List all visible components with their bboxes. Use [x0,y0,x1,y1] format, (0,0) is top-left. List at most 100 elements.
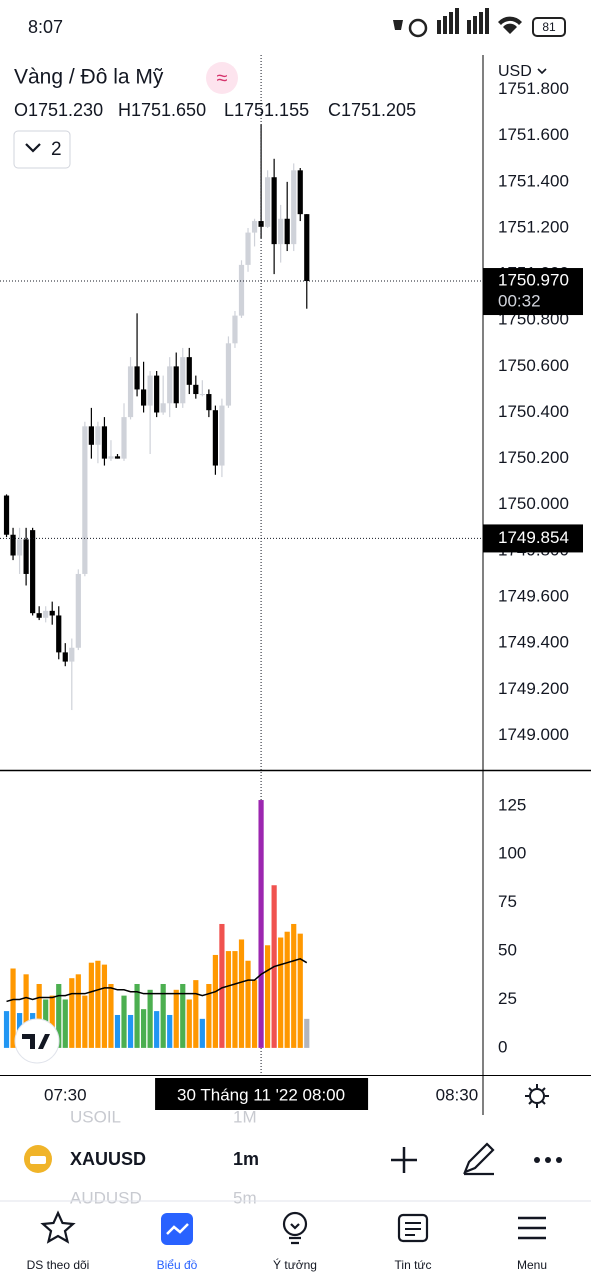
countdown: 00:32 [498,292,541,311]
y-tick-label: 1749.600 [498,587,569,606]
candle-body [88,426,94,445]
y-tick-label: 1749.000 [498,725,569,744]
y-tick-label: 1749.200 [498,679,569,698]
volume-bar [199,1018,205,1048]
draw-button[interactable] [463,1142,495,1176]
currency[interactable]: USD [498,63,532,80]
candle-body [180,357,186,404]
volume-bar [304,1018,310,1048]
volume-bar [23,974,29,1048]
x-tick-label: 08:30 [436,1085,479,1104]
candle-body [56,615,62,653]
candle-body [101,426,108,459]
candle-body [284,218,290,245]
volume-ma-line [6,958,308,1003]
settings-icon[interactable] [529,1088,545,1104]
candle-body [265,177,271,227]
volume-tick-label: 0 [498,1037,507,1056]
candle-body [245,232,251,265]
y-tick-label: 1751.800 [498,79,569,98]
symbol[interactable]: XAUUSD [70,1149,146,1169]
candle-body [134,366,140,390]
volume-bar [88,962,94,1048]
y-tick-label: 1750.400 [498,402,569,421]
candle-body [154,375,160,413]
volume-tick-label: 75 [498,892,517,911]
volume-bar [258,800,264,1048]
candle-body [3,495,10,535]
nav-icon-news[interactable] [397,1213,429,1243]
candle-body [30,530,36,614]
candle-body [114,456,121,459]
candle-body [121,417,127,459]
indicator-badge [206,62,238,94]
y-tick-label: 1751.600 [498,125,569,144]
candle-body [304,214,310,282]
candle-body [75,573,81,648]
volume-tick-label: 125 [498,795,526,814]
y-tick-label: 1750.600 [498,356,569,375]
settings-rays [525,1084,549,1108]
next-interval: 5m [233,1188,257,1207]
volume-bar [251,980,258,1048]
prev-interval: 1M [233,1107,257,1126]
nav-label[interactable]: Tin tức [395,1258,432,1272]
volume-bar [49,995,55,1048]
last-price-label: 1750.970 [498,271,569,290]
nav-icon-watchlist[interactable] [40,1210,76,1244]
nav-label[interactable]: Biểu đồ [157,1258,198,1272]
volume-bar [193,980,199,1048]
badge-icon: ≈ [217,67,228,89]
volume-bar [186,999,192,1048]
candle-body [36,613,42,618]
nav-label[interactable]: DS theo dõi [27,1258,90,1272]
crosshair-time-box [155,1078,369,1110]
candle-body [62,652,68,662]
y-tick-label: 1751.200 [498,217,569,236]
candle-body [186,357,192,385]
candle-body [160,403,166,413]
volume-bar [140,1009,147,1048]
status-icons [393,8,566,38]
candle-body [271,177,277,245]
candle-body [238,264,245,316]
tv-logo[interactable] [14,1018,60,1064]
nav-icon-menu[interactable] [518,1216,546,1240]
candle-body [108,456,114,459]
volume-bar [173,989,179,1048]
candle-body [232,315,238,344]
volume-bar [121,995,127,1048]
candle-body [251,221,258,233]
candle-body [69,647,75,662]
more-button[interactable] [534,1157,562,1163]
y-tick-label: 1750.000 [498,494,569,513]
ohlc-low: L1751.155 [224,100,309,120]
volume-bar [95,960,101,1048]
candle-body [278,218,284,245]
interval[interactable]: 1m [233,1149,259,1169]
nav-label[interactable]: Menu [517,1258,547,1272]
candle-body [95,426,101,445]
volume-bar [75,974,81,1048]
candle-body [199,394,205,396]
nav-label[interactable]: Ý tưởng [273,1257,317,1272]
candle-body [140,389,147,406]
x-tick-label: 07:30 [44,1085,87,1104]
currency-caret [537,68,547,75]
candle-body [16,539,23,556]
volume-bar [114,1014,121,1048]
nav-icon-ideas[interactable] [282,1211,308,1237]
symbol-icon-bar [30,1156,46,1164]
indicators-toggle[interactable] [13,130,71,169]
volume-bar [10,968,16,1048]
candle-body [193,384,199,395]
volume-bar [265,945,271,1048]
candle-body [82,426,88,574]
add-button[interactable] [391,1147,417,1173]
volume-bar [147,989,153,1048]
candle-body [10,534,16,556]
y-tick-label: 1751.400 [498,171,569,190]
candle-body [127,366,134,418]
candle-body [43,610,49,618]
